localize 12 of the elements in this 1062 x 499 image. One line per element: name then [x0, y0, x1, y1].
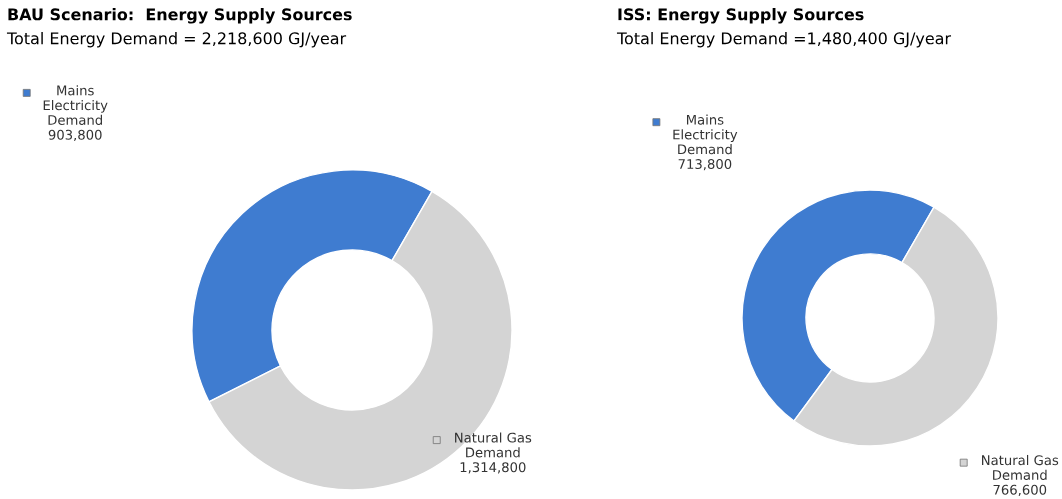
chart-subtitle: Total Energy Demand =1,480,400 GJ/year	[616, 32, 952, 48]
legend-label: Mains Electricity Demand	[43, 85, 108, 125]
legend-label: Mains Electricity Demand	[673, 114, 738, 155]
chart-subtitle: Total Energy Demand = 2,218,600 GJ/year	[6, 32, 347, 48]
data-label: 713,800	[678, 159, 732, 171]
data-label: 766,600	[993, 484, 1047, 497]
legend-label: Natural Gas Demand	[455, 432, 532, 458]
data-label: 903,800	[48, 129, 102, 142]
legend-label: Natural Gas Demand	[982, 454, 1059, 480]
chart-title: BAU Scenario: Energy Supply Sources	[8, 8, 352, 24]
data-label: 1,314,800	[460, 462, 526, 474]
chart-title: ISS: Energy Supply Sources	[618, 8, 864, 24]
